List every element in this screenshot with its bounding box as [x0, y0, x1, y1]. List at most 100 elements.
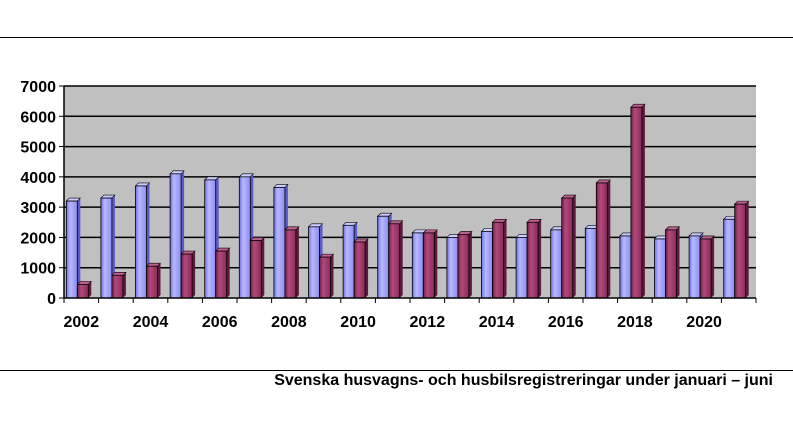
- bar-side: [88, 281, 92, 298]
- x-axis-ticks: 2002 2004 2006 2008 2010 2012 2014 2016 2018 2020: [63, 298, 757, 331]
- bar-front: [319, 256, 331, 299]
- y-tick-label: 6000: [20, 109, 56, 126]
- bar-2015-series-2: [526, 218, 542, 299]
- y-tick-label: 1000: [20, 261, 56, 278]
- chart-caption: Svenska husvagns- och husbilsregistrerin…: [274, 372, 773, 389]
- x-tick-label: 2012: [410, 314, 446, 331]
- bar-front: [388, 223, 401, 299]
- bar-2002-series-2: [76, 281, 93, 299]
- bar-2016-series-2: [560, 194, 577, 299]
- bar-front: [146, 265, 158, 299]
- bar-front: [619, 235, 632, 299]
- bar-front: [284, 229, 297, 299]
- bar-front: [65, 200, 78, 299]
- bar-front: [353, 241, 366, 299]
- bar-front: [630, 106, 643, 299]
- y-tick-label: 3000: [20, 200, 56, 217]
- bar-side: [641, 104, 645, 298]
- bar-side: [157, 263, 161, 298]
- bar-2010-series-2: [353, 238, 369, 299]
- bar-front: [411, 232, 424, 299]
- bar-2009-series-2: [318, 253, 335, 299]
- bar-front: [550, 229, 563, 299]
- bar-2002-series-1: [65, 197, 82, 299]
- bar-2004-series-2: [145, 262, 162, 299]
- bar-front: [422, 232, 435, 299]
- bar-front: [688, 235, 701, 299]
- top-rule: [0, 37, 793, 38]
- bar-front: [169, 173, 182, 299]
- y-tick-label: 5000: [20, 140, 56, 157]
- bar-front: [135, 185, 147, 299]
- bar-side: [122, 272, 126, 298]
- bar-2005-series-2: [180, 250, 196, 299]
- bar-front: [249, 240, 262, 299]
- bar-2021-series-2: [733, 200, 750, 299]
- bar-side: [111, 195, 115, 298]
- bar-front: [180, 253, 193, 299]
- bar-side: [745, 201, 749, 298]
- bar-side: [261, 237, 265, 298]
- bar-front: [273, 187, 286, 299]
- bar-chart: 0 1000 2000 3000 4000 5000 6000 7000 2002 2004 20…: [20, 79, 757, 331]
- bar-side: [711, 235, 715, 298]
- bar-front: [584, 227, 597, 299]
- bar-2003-series-1: [100, 194, 116, 299]
- bar-front: [723, 218, 736, 299]
- bar-front: [665, 229, 677, 299]
- bar-side: [192, 251, 196, 298]
- x-tick-label: 2010: [340, 314, 376, 331]
- plot-area: [64, 86, 756, 298]
- bar-2012-series-2: [422, 229, 439, 299]
- bar-front: [308, 226, 320, 299]
- bar-front: [238, 176, 251, 299]
- bar-side: [365, 238, 369, 298]
- bar-side: [434, 229, 438, 298]
- bar-2018-series-2: [630, 103, 646, 299]
- bar-front: [111, 274, 124, 299]
- bar-front: [734, 203, 747, 299]
- bar-front: [215, 250, 228, 299]
- bar-front: [526, 221, 539, 299]
- bar-front: [100, 197, 113, 299]
- bar-front: [204, 179, 217, 299]
- bar-2013-series-2: [457, 231, 473, 299]
- bar-2008-series-2: [284, 226, 300, 299]
- bar-2003-series-2: [111, 271, 127, 299]
- bar-front: [446, 237, 459, 299]
- y-tick-label: 7000: [20, 79, 56, 96]
- bar-front: [654, 238, 666, 299]
- bar-side: [572, 195, 576, 298]
- bar-side: [295, 226, 299, 298]
- bar-side: [468, 231, 472, 298]
- bar-front: [699, 238, 712, 299]
- bar-front: [595, 182, 608, 299]
- y-tick-label: 0: [47, 291, 56, 308]
- bar-side: [676, 226, 680, 298]
- y-tick-label: 4000: [20, 170, 56, 187]
- bar-side: [77, 198, 81, 298]
- x-tick-label: 2004: [133, 314, 169, 331]
- bar-front: [457, 233, 470, 299]
- x-tick-label: 2020: [686, 314, 722, 331]
- y-axis-ticks: 0 1000 2000 3000 4000 5000 6000 7000: [20, 79, 64, 308]
- bar-front: [377, 215, 390, 299]
- bar-side: [607, 179, 611, 298]
- bar-side: [330, 254, 334, 298]
- bar-front: [76, 283, 89, 299]
- bar-2006-series-2: [214, 247, 231, 299]
- bar-front: [515, 237, 528, 299]
- bar-2017-series-2: [595, 179, 612, 299]
- bar-2020-series-2: [699, 235, 715, 299]
- bar-front: [481, 230, 493, 299]
- bottom-rule: [0, 370, 793, 371]
- y-tick-label: 2000: [20, 230, 56, 247]
- x-tick-label: 2002: [64, 314, 100, 331]
- bar-2019-series-2: [664, 226, 681, 299]
- bar-front: [492, 221, 504, 299]
- x-tick-label: 2008: [271, 314, 307, 331]
- bar-2014-series-2: [491, 218, 508, 299]
- bar-2011-series-2: [387, 220, 404, 299]
- bar-side: [503, 219, 507, 298]
- x-tick-label: 2006: [202, 314, 238, 331]
